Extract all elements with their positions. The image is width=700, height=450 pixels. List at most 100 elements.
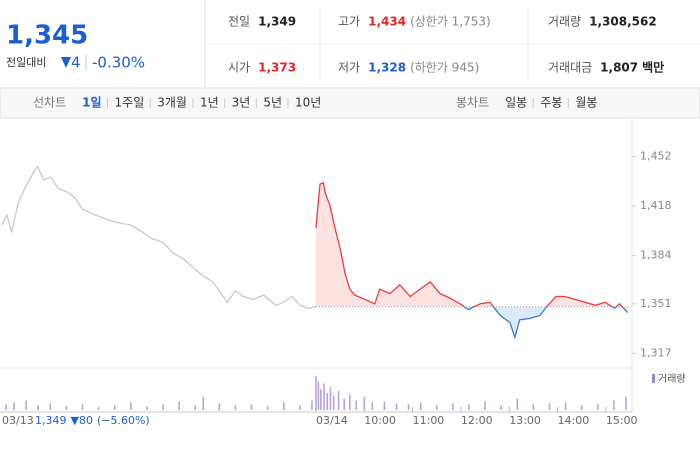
volume-bar (146, 406, 148, 410)
tab[interactable]: 1년 (200, 96, 219, 110)
volume-bar (250, 404, 253, 410)
footer-change: ▼80 (71, 414, 93, 427)
stat-label: 저가 (338, 61, 360, 75)
tab[interactable]: 일봉 (505, 96, 527, 110)
volume-bar (194, 405, 197, 410)
legend-label: 거래량 (658, 373, 686, 385)
volume-bar (130, 402, 132, 410)
down-arrow (61, 57, 71, 68)
volume-bar (407, 404, 410, 410)
price-line (1, 165, 317, 309)
y-tick-label: 1,452 (640, 149, 672, 162)
volume-bar (234, 405, 237, 410)
tab[interactable]: 3개월 (157, 96, 187, 110)
tab[interactable]: 1일 (82, 96, 101, 110)
stat-label: 전일 (228, 15, 250, 29)
volume-bar (311, 400, 313, 410)
volume-bar (317, 381, 320, 410)
tab[interactable]: 5년 (263, 96, 282, 110)
footer-rate: (−5.60%) (97, 414, 150, 427)
volume-bar (484, 401, 486, 410)
x-tick-label: 13:00 (509, 414, 541, 427)
rate: -0.30% (92, 54, 145, 72)
change-label: 전일대비 (6, 55, 46, 69)
legend-swatch (652, 374, 655, 383)
volume-bar (355, 400, 358, 410)
x-tick-label: 10:00 (364, 414, 396, 427)
volume-bar (202, 396, 205, 410)
change: 4 (71, 54, 81, 72)
stat-sub: (상한가 1,753) (410, 15, 491, 29)
volume-bar (97, 407, 100, 410)
stat-value: 1,308,562 (589, 15, 657, 29)
volume-bar (435, 405, 438, 410)
volume-bar (282, 402, 285, 410)
volume-bar (299, 405, 301, 410)
volume-bar (580, 405, 583, 410)
tab[interactable]: 주봉 (540, 96, 562, 110)
footer-prev-close: 1,349 (35, 414, 67, 427)
price-area (316, 182, 628, 338)
volume-bar (419, 402, 422, 410)
stat-label: 거래량 (548, 15, 581, 29)
stat-value: 1,373 (258, 61, 296, 75)
volume-bar (37, 405, 40, 410)
volume-bar (516, 398, 519, 410)
y-tick-label: 1,384 (640, 249, 672, 262)
x-tick-label: 03/14 (316, 414, 348, 427)
tab[interactable]: 1주일 (115, 96, 145, 110)
volume-bar (363, 396, 366, 410)
volume-bar (5, 404, 7, 410)
volume-bar (326, 392, 329, 410)
volume-bar (625, 396, 627, 410)
tab-group-label: 선차트 (33, 96, 66, 110)
volume-bar (613, 400, 615, 410)
volume-bar (320, 389, 322, 410)
tab-bar (0, 87, 700, 119)
x-tick-label: 03/13 (2, 414, 34, 427)
volume-bar (65, 406, 68, 410)
y-tick-label: 1,418 (640, 199, 672, 212)
volume-bar (162, 404, 164, 410)
volume-bar (25, 400, 27, 410)
tab[interactable]: 10년 (295, 96, 321, 110)
x-tick-label: 14:00 (558, 414, 590, 427)
volume-bar (332, 395, 335, 410)
volume-bar (315, 375, 317, 410)
volume-bar (266, 406, 269, 410)
x-tick-label: 12:00 (461, 414, 493, 427)
volume-bar (383, 401, 386, 410)
tab[interactable]: 월봉 (575, 96, 597, 110)
volume-bar (532, 404, 535, 410)
stat-label: 거래대금 (548, 61, 592, 75)
stat-value: 1,807 (600, 61, 638, 75)
volume-bar (500, 405, 502, 410)
volume-bar (564, 402, 567, 410)
stat-sub: (하한가 945) (410, 61, 479, 75)
stat-unit: 백만 (642, 60, 664, 75)
volume-bar (395, 403, 398, 410)
volume-bar (49, 403, 52, 410)
volume-bar (452, 403, 454, 410)
stat-value: 1,328 (368, 61, 406, 75)
y-tick-label: 1,317 (640, 346, 672, 359)
volume-bar (81, 404, 84, 410)
stat-value: 1,349 (258, 15, 296, 29)
volume-bar (596, 404, 599, 410)
volume-bar (13, 402, 15, 410)
volume-bar (349, 394, 351, 410)
volume-bar (371, 402, 374, 410)
volume-bar (329, 387, 332, 410)
stat-label: 고가 (338, 15, 360, 29)
volume-bar (343, 398, 345, 410)
tab[interactable]: 3년 (232, 96, 251, 110)
stat-label: 시가 (228, 61, 250, 75)
y-tick-label: 1,351 (640, 297, 672, 310)
volume-bar (337, 391, 340, 410)
volume-bar (178, 401, 180, 410)
tab-group-label: 봉차트 (456, 96, 489, 110)
x-tick-label: 15:00 (606, 414, 638, 427)
volume-bar (323, 383, 325, 410)
